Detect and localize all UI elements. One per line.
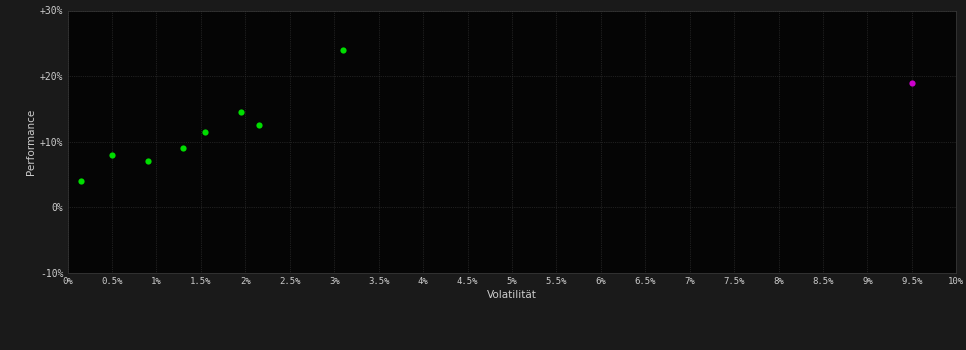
- Point: [176, 146, 191, 151]
- X-axis label: Volatilität: Volatilität: [487, 290, 537, 300]
- Point: [904, 80, 920, 85]
- Point: [233, 110, 248, 115]
- Point: [140, 159, 156, 164]
- Point: [104, 152, 120, 158]
- Point: [335, 47, 351, 52]
- Point: [73, 178, 89, 184]
- Point: [198, 129, 213, 135]
- Y-axis label: Performance: Performance: [26, 108, 36, 175]
- Point: [251, 122, 267, 128]
